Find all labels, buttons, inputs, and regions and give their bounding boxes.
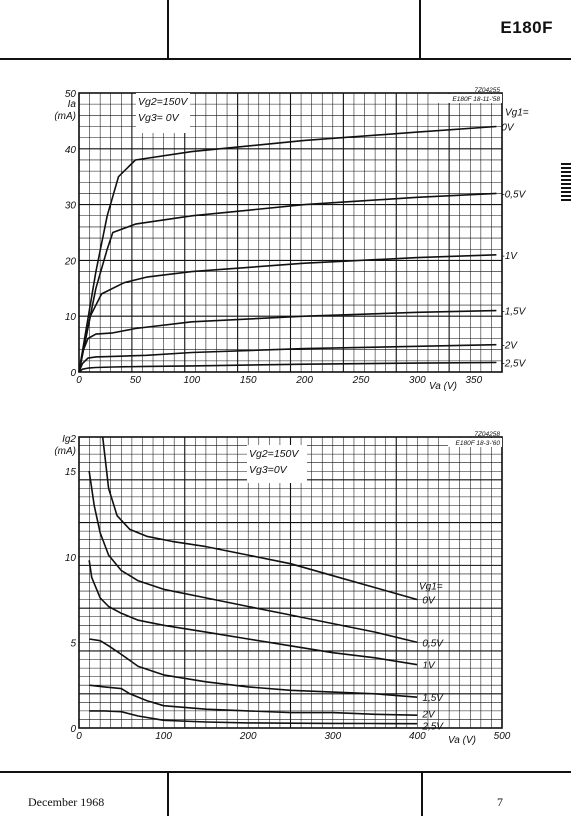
series-line: [101, 436, 418, 601]
series-line: [78, 125, 497, 373]
series-label: 1V: [422, 661, 436, 672]
series-label: -0,5V: [501, 189, 526, 200]
x-tick-label: 200: [239, 731, 257, 742]
y-tick-label: 50: [65, 89, 77, 100]
footer-divider-left: [167, 771, 169, 816]
plot-frame: [78, 436, 503, 729]
footer-divider-right: [421, 771, 423, 816]
y-tick-label: 30: [65, 201, 77, 212]
series-line: [89, 710, 418, 725]
series-label: -2,5V: [501, 359, 526, 370]
reference-box: [436, 94, 502, 103]
x-tick-label: 50: [130, 375, 142, 386]
condition-label: Vg3= 0V: [138, 112, 180, 124]
x-tick-label: 300: [324, 731, 341, 742]
series-line: [88, 471, 418, 644]
footer-date: December 1968: [28, 795, 105, 809]
y-tick-label: 10: [65, 553, 77, 564]
series-label: -1V: [501, 251, 518, 262]
series-label: 0V: [501, 122, 515, 133]
conditions-box: [136, 93, 190, 133]
figure-reference: 7Z04255: [474, 87, 500, 94]
figure-stamp: E180F 18-11-'58: [452, 96, 500, 103]
y-axis-label: Ia: [68, 99, 77, 110]
x-tick-label: 150: [240, 375, 257, 386]
x-tick-label: 250: [352, 375, 370, 386]
series-label: 2V: [421, 709, 436, 720]
header-rule: [0, 58, 571, 60]
x-tick-label: 0: [76, 375, 82, 386]
legend-title: Vg1=: [419, 581, 443, 592]
series-line: [78, 309, 497, 373]
y-axis-label: (mA): [54, 446, 76, 457]
footer-page-number: 7: [497, 795, 503, 809]
y-tick-label: 20: [64, 256, 77, 267]
y-axis-label: (mA): [54, 111, 76, 122]
footer-rule: [0, 771, 571, 773]
x-tick-label: 300: [409, 375, 426, 386]
series-label: -2V: [501, 341, 518, 352]
x-tick-label: 200: [295, 375, 313, 386]
series-label: 2,5V: [421, 721, 444, 732]
plot-frame: [78, 92, 503, 373]
series-label: -1,5V: [501, 307, 526, 318]
series-label: 0,5V: [422, 638, 444, 649]
x-tick-label: 500: [494, 731, 511, 742]
x-tick-label: 400: [409, 731, 426, 742]
y-tick-label: 0: [70, 724, 76, 735]
series-line: [78, 343, 497, 373]
series-label: 1,5V: [422, 693, 444, 704]
y-tick-label: 40: [65, 145, 77, 156]
condition-label: Vg3=0V: [249, 464, 288, 476]
series-line: [78, 361, 497, 373]
x-tick-label: 0: [76, 731, 82, 742]
anode-current-chart: 0 50 100 150 200 250 300 35001020304050Ia(mA)Va…: [54, 87, 529, 392]
figure-stamp: E180F 18-3-'60: [456, 440, 501, 447]
figure-reference: 7Z04258: [474, 431, 500, 438]
x-axis-label: Va (V): [448, 735, 476, 746]
x-tick-label: 100: [155, 731, 172, 742]
series-label: 0V: [422, 596, 436, 607]
series-line: [88, 560, 418, 666]
series-line: [89, 638, 418, 698]
header-divider-left: [167, 0, 169, 58]
reference-box: [448, 438, 502, 447]
page-edge-marker: [561, 163, 571, 202]
condition-label: Vg2=150V: [138, 96, 188, 108]
condition-label: Vg2=150V: [249, 448, 299, 460]
legend-title: Vg1=: [505, 107, 529, 118]
x-axis-label: Va (V): [429, 381, 457, 392]
screen-current-chart: 0 100 200 300 400 500 0 5 10 15 Ig2(mA) Va (V) Vg2=1…: [54, 431, 511, 746]
y-tick-label: 10: [65, 312, 77, 323]
x-tick-label: 350: [465, 375, 482, 386]
y-tick-label: 15: [65, 467, 77, 478]
conditions-box: [247, 445, 307, 483]
x-tick-label: 100: [183, 375, 200, 386]
y-tick-label: 5: [70, 638, 76, 649]
series-line: [78, 254, 497, 373]
series-line: [89, 684, 418, 716]
y-tick-label: 0: [70, 368, 76, 379]
tube-type-title: E180F: [500, 18, 553, 37]
y-axis-label: Ig2: [62, 434, 76, 445]
header-divider-right: [419, 0, 421, 58]
